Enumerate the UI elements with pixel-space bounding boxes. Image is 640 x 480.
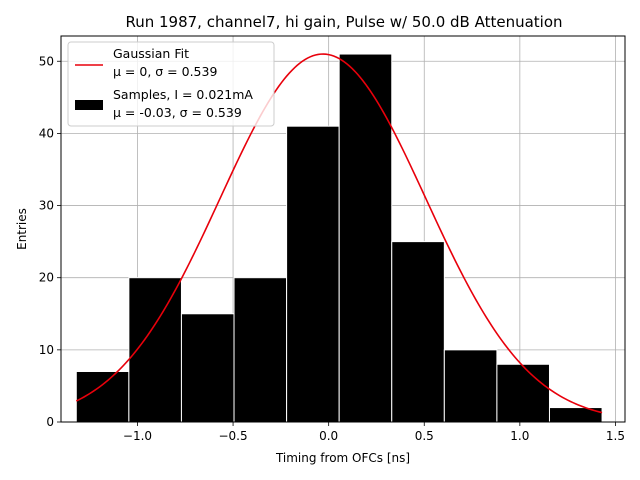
gaussian-fit-curve bbox=[75, 53, 603, 414]
x-tick-label: 0.5 bbox=[415, 429, 434, 443]
legend: Gaussian Fit μ = 0, σ = 0.539 Samples, I… bbox=[67, 41, 275, 127]
x-tick-label: −1.0 bbox=[123, 429, 152, 443]
y-tick-label: 40 bbox=[39, 126, 54, 140]
x-tick-label: 0.0 bbox=[319, 429, 338, 443]
histogram-bar bbox=[443, 349, 498, 423]
x-axis-label: Timing from OFCs [ns] bbox=[275, 451, 410, 465]
y-axis-ticks: 0 10 20 30 40 50 bbox=[39, 54, 61, 429]
y-axis-label: Entries bbox=[15, 208, 29, 250]
x-tick-label: 1.5 bbox=[606, 429, 625, 443]
legend-samples-stats: μ = -0.03, σ = 0.539 bbox=[113, 105, 242, 120]
legend-fit-stats: μ = 0, σ = 0.539 bbox=[113, 64, 217, 79]
histogram-bar bbox=[338, 53, 393, 423]
x-tick-label: 1.0 bbox=[510, 429, 529, 443]
plot-frame bbox=[60, 35, 626, 423]
legend-box bbox=[67, 41, 275, 127]
histogram-bar bbox=[496, 363, 550, 423]
legend-fit-label: Gaussian Fit bbox=[113, 46, 189, 61]
histogram-bar bbox=[233, 277, 288, 423]
y-tick-label: 0 bbox=[46, 415, 54, 429]
histogram-bar bbox=[286, 125, 340, 423]
x-tick-label: −0.5 bbox=[218, 429, 247, 443]
y-tick-label: 50 bbox=[39, 54, 54, 68]
chart-title: Run 1987, channel7, hi gain, Pulse w/ 50… bbox=[125, 13, 562, 31]
y-tick-label: 30 bbox=[39, 199, 54, 213]
legend-samples-label: Samples, I = 0.021mA bbox=[113, 87, 253, 102]
histogram-bar bbox=[180, 313, 235, 423]
legend-samples-swatch bbox=[75, 100, 103, 110]
x-axis-ticks: −1.0 −0.5 0.0 0.5 1.0 1.5 bbox=[123, 422, 625, 443]
y-tick-label: 10 bbox=[39, 343, 54, 357]
histogram-bar bbox=[391, 241, 445, 423]
histogram-bars bbox=[75, 53, 603, 423]
y-tick-label: 20 bbox=[39, 271, 54, 285]
